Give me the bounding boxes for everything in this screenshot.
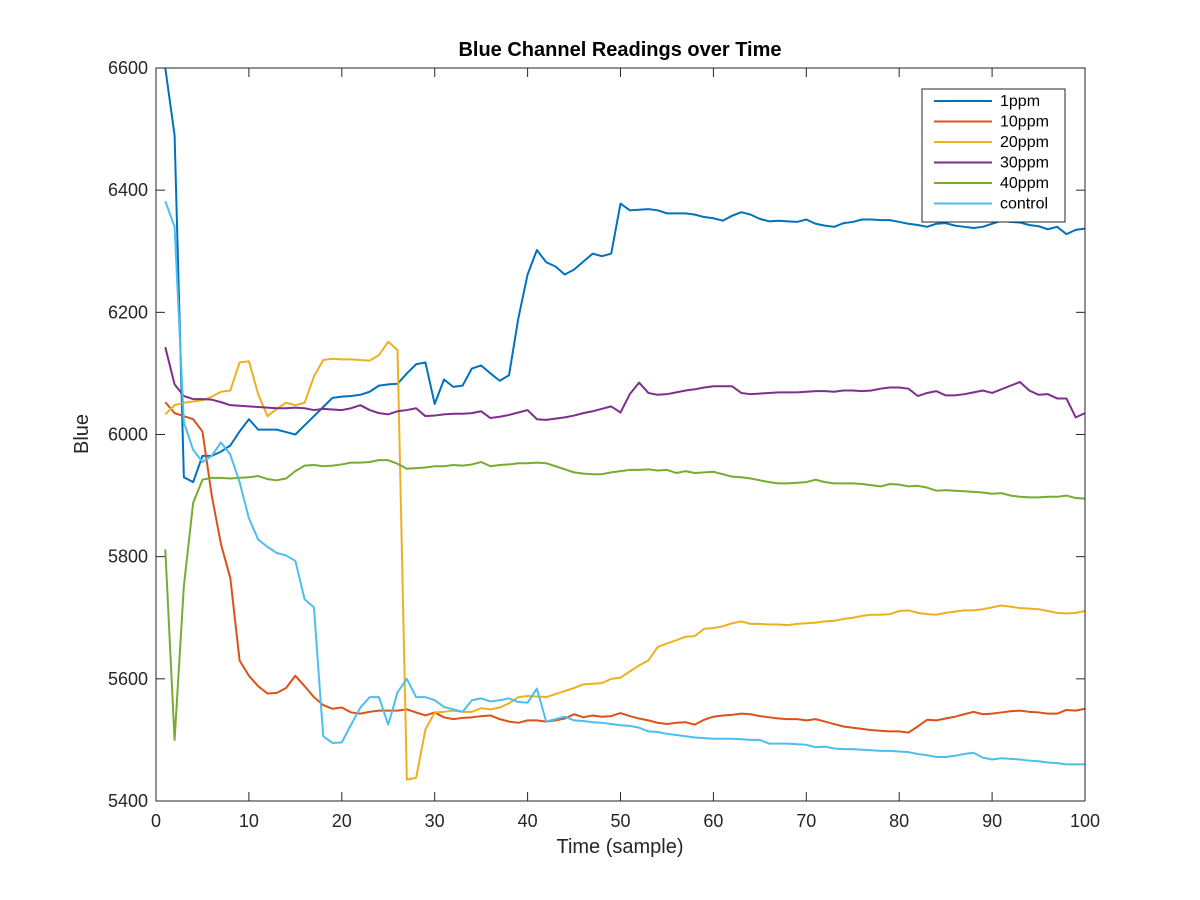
legend-label: 10ppm	[1000, 114, 1049, 131]
series-line-3	[164, 340, 1086, 781]
x-tick-label: 40	[518, 811, 538, 831]
y-tick-label: 6000	[108, 425, 148, 445]
x-tick-label: 100	[1070, 811, 1100, 831]
series-line-2	[164, 401, 1086, 734]
y-tick-label: 6200	[108, 302, 148, 322]
y-tick-label: 6400	[108, 180, 148, 200]
series-line-5	[164, 459, 1086, 741]
x-tick-label: 50	[610, 811, 630, 831]
axes-layer: 0 10 20 30 40 50 60 70 80 90 100 5400 5600 5800 6000 62…	[108, 58, 1100, 831]
legend: 1ppm 10ppm 20ppm 30ppm 40ppm control	[921, 88, 1066, 223]
y-tick-label: 6600	[108, 58, 148, 78]
x-tick-label: 10	[239, 811, 259, 831]
legend-label: 20ppm	[1000, 134, 1049, 151]
series-line-6	[164, 200, 1085, 766]
x-tick-label: 70	[796, 811, 816, 831]
y-tick-label: 5600	[108, 669, 148, 689]
x-tick-label: 80	[889, 811, 909, 831]
legend-label: control	[1000, 196, 1048, 213]
legend-label: 1ppm	[1000, 93, 1040, 110]
chart-title: Blue Channel Readings over Time	[458, 39, 781, 61]
x-tick-label: 90	[982, 811, 1002, 831]
y-axis-title: Blue	[71, 414, 93, 454]
x-tick-label: 30	[425, 811, 445, 831]
legend-box	[921, 88, 1066, 223]
series-line-4	[164, 346, 1086, 421]
legend-label: 40ppm	[1000, 175, 1049, 192]
x-tick-label: 60	[703, 811, 723, 831]
y-tick-label: 5400	[108, 791, 148, 811]
x-axis-title: Time (sample)	[556, 836, 683, 858]
series-layer	[164, 67, 1086, 781]
legend-label: 30ppm	[1000, 155, 1049, 172]
x-tick-label: 0	[151, 811, 161, 831]
x-tick-label: 20	[332, 811, 352, 831]
series-line-1	[164, 67, 1086, 484]
y-tick-label: 5800	[108, 547, 148, 567]
